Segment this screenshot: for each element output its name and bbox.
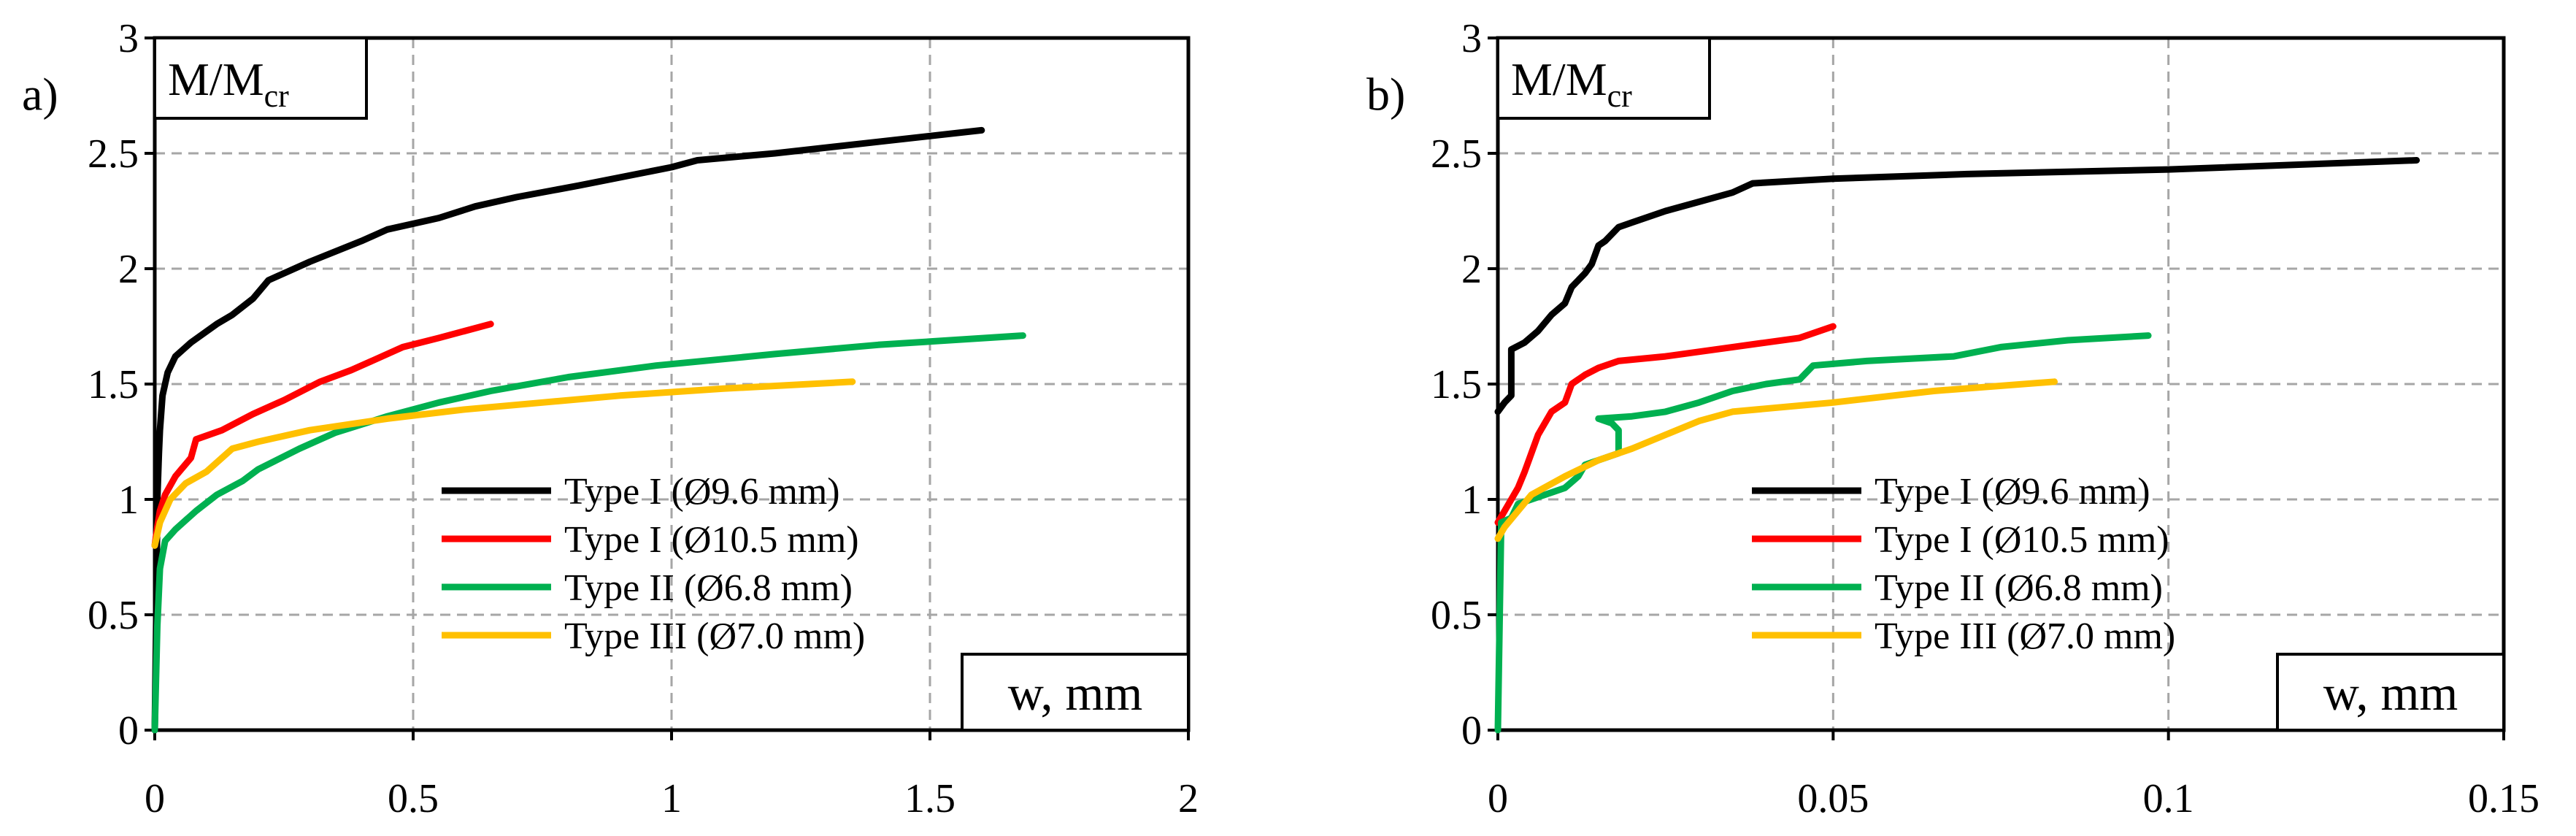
legend: Type I (Ø9.6 mm) Type I (Ø10.5 mm) Type II… (442, 471, 865, 657)
x-tick-label: 0.1 (2143, 776, 2194, 821)
series-line-4 (151, 378, 856, 549)
y-tick-label: 3 (118, 16, 139, 61)
ylabel-box (153, 37, 368, 120)
y-axis-label-subscript: cr (1607, 78, 1633, 114)
y-tick-label: 2 (1461, 247, 1482, 292)
legend: Type I (Ø9.6 mm) Type I (Ø10.5 mm) Type II… (1752, 471, 2175, 657)
series-line-1 (151, 126, 985, 734)
y-axis-label-subscript: cr (264, 78, 290, 114)
x-tick-label: 0.15 (2468, 776, 2540, 821)
y-tick-label: 2.5 (88, 131, 139, 177)
y-tick-label: 1.5 (88, 362, 139, 407)
y-tick-label: 0.5 (1431, 593, 1482, 638)
legend-label-4: Type III (Ø7.0 mm) (1875, 616, 2175, 657)
series-line-3 (151, 332, 1026, 734)
x-tick-label: 0.5 (388, 776, 439, 821)
series-line-2 (151, 321, 494, 549)
x-axis-label: w, mm (2323, 665, 2458, 721)
legend-label-1: Type I (Ø9.6 mm) (1875, 471, 2150, 513)
x-tick-label: 2 (1178, 776, 1199, 821)
legend-label-3: Type II (Ø6.8 mm) (1875, 567, 2163, 609)
y-tick-label: 2.5 (1431, 131, 1482, 177)
legend-label-2: Type I (Ø10.5 mm) (1875, 519, 2169, 561)
panel-label: b) (1366, 69, 1405, 120)
x-axis-label: w, mm (1008, 665, 1142, 721)
xlabel-box (961, 653, 1190, 732)
y-tick-label: 1.5 (1431, 362, 1482, 407)
legend-label-3: Type II (Ø6.8 mm) (564, 567, 853, 609)
x-tick-label: 0 (145, 776, 165, 821)
y-tick-label: 0 (1461, 708, 1482, 753)
series-line-2 (1494, 323, 1837, 526)
series-line-1 (1494, 157, 2421, 415)
x-tick-label: 0 (1488, 776, 1508, 821)
y-tick-label: 1 (118, 478, 139, 523)
xlabel-box (2276, 653, 2505, 732)
y-tick-label: 1 (1461, 478, 1482, 523)
x-tick-label: 0.05 (1797, 776, 1869, 821)
series-line-4 (1494, 378, 2058, 542)
y-tick-label: 0.5 (88, 593, 139, 638)
legend-label-4: Type III (Ø7.0 mm) (564, 616, 865, 657)
y-tick-label: 3 (1461, 16, 1482, 61)
panel-label: a) (22, 69, 58, 120)
ylabel-box (1496, 37, 1711, 120)
legend-label-2: Type I (Ø10.5 mm) (564, 519, 859, 561)
y-tick-label: 2 (118, 247, 139, 292)
x-tick-label: 1.5 (904, 776, 956, 821)
x-tick-label: 1 (661, 776, 682, 821)
legend-label-1: Type I (Ø9.6 mm) (564, 471, 840, 513)
y-tick-label: 0 (118, 708, 139, 753)
